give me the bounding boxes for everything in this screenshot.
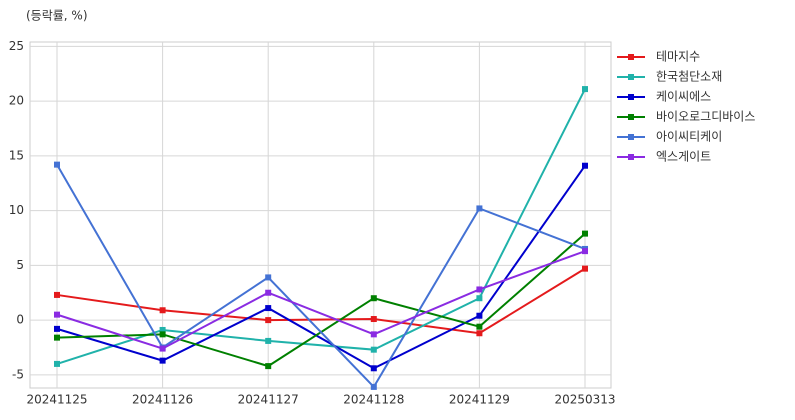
- marker: [370, 346, 377, 353]
- marker: [476, 295, 483, 302]
- series-line: [56, 250, 586, 350]
- y-tick-label: 25: [9, 39, 24, 53]
- x-tick-label: 20241126: [132, 393, 193, 407]
- y-tick-label: -5: [12, 367, 24, 381]
- marker: [476, 286, 483, 293]
- marker: [54, 311, 60, 318]
- marker: [265, 337, 272, 344]
- legend-label: 케이씨에스: [656, 90, 711, 104]
- marker: [159, 357, 166, 364]
- legend-label: 한국첨단소재: [656, 70, 722, 84]
- marker: [265, 274, 272, 281]
- marker: [54, 334, 60, 341]
- marker: [370, 316, 377, 323]
- legend-label: 테마지수: [656, 50, 700, 64]
- x-tick-label: 20250313: [554, 393, 615, 407]
- y-axis-label: (등락률, %): [26, 9, 88, 23]
- legend-marker: [628, 74, 634, 80]
- marker: [159, 345, 166, 352]
- marker: [370, 383, 377, 390]
- marker: [159, 326, 166, 333]
- marker: [54, 291, 60, 298]
- legend-marker: [628, 154, 634, 160]
- marker: [582, 265, 588, 272]
- marker: [265, 317, 272, 324]
- x-tick-label: 20241129: [449, 393, 510, 407]
- y-tick-label: 20: [9, 94, 24, 108]
- marker: [265, 289, 272, 296]
- legend-label: 엑스게이트: [656, 150, 711, 164]
- marker: [159, 331, 166, 338]
- legend-marker: [628, 114, 634, 120]
- y-tick-label: 5: [16, 258, 24, 272]
- marker: [476, 205, 483, 212]
- x-tick-label: 20241127: [238, 393, 299, 407]
- marker: [476, 323, 483, 330]
- marker: [54, 325, 60, 332]
- marker: [582, 86, 588, 93]
- marker: [582, 162, 588, 169]
- marker: [54, 360, 60, 367]
- series-line: [56, 165, 586, 370]
- marker: [370, 331, 377, 338]
- series-line: [56, 164, 586, 389]
- marker: [159, 307, 166, 314]
- marker: [582, 248, 588, 255]
- y-tick-label: 15: [9, 148, 24, 162]
- legend-marker: [628, 54, 634, 60]
- marker: [476, 330, 483, 337]
- legend-label: 바이오로그디바이스: [656, 110, 755, 124]
- marker: [370, 365, 377, 372]
- marker: [265, 363, 272, 370]
- marker: [370, 295, 377, 302]
- series-line: [56, 267, 586, 335]
- y-tick-label: 0: [16, 313, 24, 327]
- plot-frame: [29, 41, 612, 389]
- marker: [265, 305, 272, 312]
- legend-marker: [628, 134, 634, 140]
- marker: [54, 161, 60, 168]
- marker: [582, 230, 588, 237]
- x-tick-label: 20241128: [343, 393, 404, 407]
- marker: [476, 312, 483, 319]
- series-line: [56, 88, 586, 365]
- legend-marker: [628, 94, 634, 100]
- x-tick-label: 20241125: [26, 393, 87, 407]
- legend-label: 아이씨티케이: [656, 130, 722, 144]
- y-tick-label: 10: [9, 203, 24, 217]
